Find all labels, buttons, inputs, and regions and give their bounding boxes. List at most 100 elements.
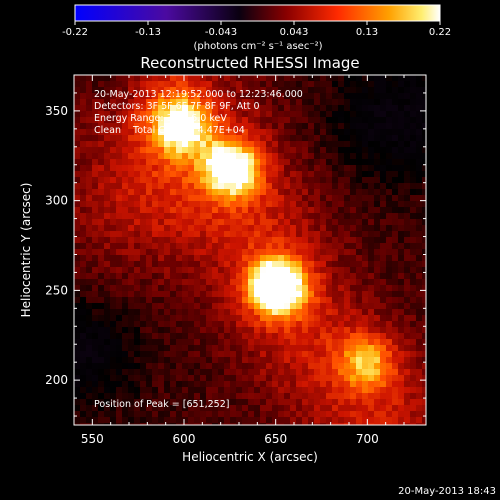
heatmap-cell (296, 141, 303, 148)
heatmap-cell (332, 255, 339, 262)
heatmap-cell (404, 351, 411, 358)
heatmap-cell (248, 303, 255, 310)
heatmap-cell (104, 111, 111, 118)
annotation-counts: Clean Total Counts: 4.47E+04 (94, 125, 245, 136)
heatmap-cell (188, 315, 195, 322)
heatmap-cell (230, 135, 237, 142)
heatmap-cell (98, 417, 105, 424)
heatmap-cell (224, 237, 231, 244)
heatmap-cell (218, 291, 225, 298)
heatmap-cell (182, 243, 189, 250)
heatmap-cell (152, 249, 159, 256)
heatmap-cell (302, 195, 309, 202)
heatmap-cell (218, 201, 225, 208)
heatmap-cell (188, 243, 195, 250)
heatmap-cell (134, 291, 141, 298)
heatmap-cell (188, 417, 195, 424)
heatmap-cell (398, 249, 405, 256)
heatmap-cell (326, 297, 333, 304)
heatmap-cell (410, 375, 417, 382)
heatmap-cell (260, 105, 267, 112)
heatmap-cell (164, 177, 171, 184)
heatmap-cell (146, 369, 153, 376)
heatmap-cell (98, 249, 105, 256)
heatmap-cell (92, 399, 99, 406)
heatmap-cell (134, 285, 141, 292)
heatmap-cell (98, 423, 105, 425)
heatmap-cell (362, 111, 369, 118)
heatmap-cell (326, 231, 333, 238)
heatmap-cell (314, 291, 321, 298)
heatmap-cell (194, 309, 201, 316)
heatmap-cell (350, 195, 357, 202)
heatmap-cell (182, 315, 189, 322)
heatmap-cell (350, 93, 357, 100)
heatmap-cell (158, 183, 165, 190)
heatmap-cell (404, 177, 411, 184)
heatmap-cell (272, 231, 279, 238)
heatmap-cell (86, 183, 93, 190)
heatmap-cell (92, 207, 99, 214)
heatmap-cell (374, 327, 381, 334)
heatmap-cell (80, 189, 87, 196)
heatmap-cell (236, 165, 243, 172)
heatmap-cell (374, 267, 381, 274)
heatmap-cell (92, 279, 99, 286)
heatmap-cell (320, 87, 327, 94)
heatmap-cell (80, 177, 87, 184)
heatmap-cell (122, 327, 129, 334)
heatmap-cell (86, 147, 93, 154)
heatmap-cell (254, 129, 261, 136)
heatmap-cell (416, 111, 423, 118)
heatmap-cell (392, 87, 399, 94)
heatmap-cell (230, 255, 237, 262)
heatmap-cell (392, 153, 399, 160)
heatmap-cell (128, 309, 135, 316)
heatmap-cell (350, 279, 357, 286)
heatmap-cell (398, 243, 405, 250)
heatmap-cell (236, 315, 243, 322)
heatmap-cell (134, 315, 141, 322)
heatmap-cell (128, 375, 135, 382)
heatmap-cell (116, 309, 123, 316)
heatmap-cell (344, 333, 351, 340)
heatmap-cell (164, 273, 171, 280)
heatmap-cell (422, 261, 426, 268)
heatmap-cell (410, 309, 417, 316)
heatmap-cell (242, 375, 249, 382)
heatmap-cell (152, 327, 159, 334)
heatmap-cell (188, 339, 195, 346)
heatmap-cell (200, 273, 207, 280)
heatmap-cell (128, 279, 135, 286)
heatmap-cell (374, 363, 381, 370)
heatmap-cell (356, 255, 363, 262)
heatmap-cell (296, 405, 303, 412)
heatmap-cell (314, 111, 321, 118)
heatmap-cell (170, 141, 177, 148)
heatmap-cell (350, 225, 357, 232)
heatmap-cell (146, 207, 153, 214)
heatmap-cell (320, 153, 327, 160)
heatmap-cell (218, 195, 225, 202)
heatmap-cell (116, 291, 123, 298)
heatmap-cell (194, 75, 201, 82)
heatmap-cell (74, 117, 81, 124)
heatmap-cell (152, 291, 159, 298)
heatmap-cell (146, 309, 153, 316)
heatmap-cell (290, 351, 297, 358)
heatmap-cell (98, 219, 105, 226)
heatmap-cell (326, 147, 333, 154)
heatmap-cell (278, 345, 285, 352)
heatmap-cell (218, 279, 225, 286)
heatmap-cell (272, 387, 279, 394)
heatmap-cell (260, 171, 267, 178)
heatmap-cell (422, 315, 426, 322)
heatmap-cell (122, 291, 129, 298)
heatmap-cell (404, 423, 411, 425)
heatmap-cell (170, 279, 177, 286)
heatmap-cell (158, 273, 165, 280)
heatmap-cell (110, 411, 117, 418)
heatmap-cell (230, 339, 237, 346)
heatmap-cell (398, 141, 405, 148)
heatmap-cell (416, 345, 423, 352)
